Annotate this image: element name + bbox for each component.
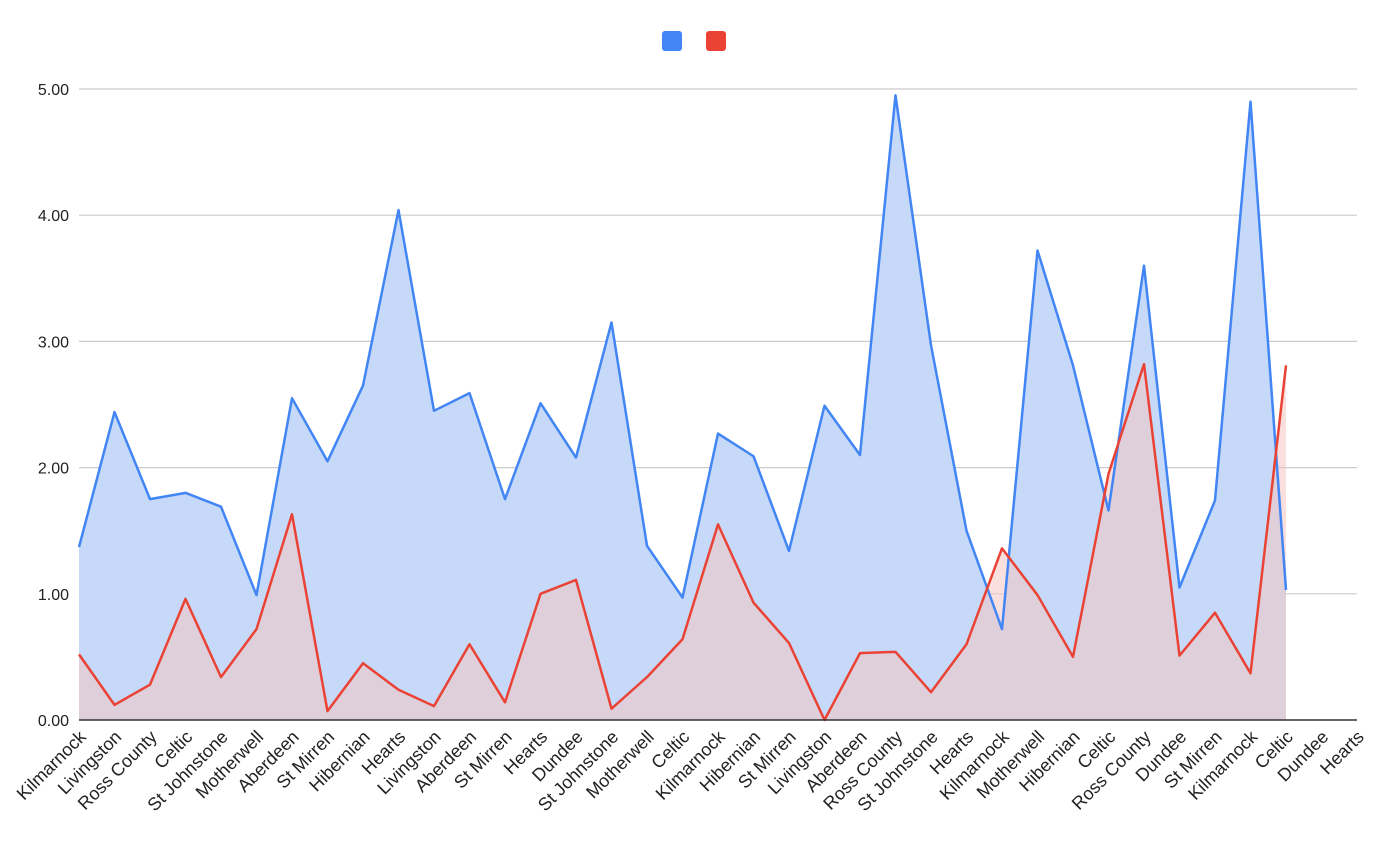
- y-tick-label: 0.00: [38, 713, 69, 730]
- series-2-line: [77, 362, 1288, 722]
- series-1-area: [79, 95, 1286, 720]
- y-tick-label: 5.00: [38, 82, 69, 99]
- series-1-line: [77, 94, 1288, 631]
- y-tick-label: 2.00: [38, 461, 69, 478]
- series-lines: [77, 94, 1288, 722]
- y-tick-label: 4.00: [38, 208, 69, 225]
- legend-swatch-series-2: [706, 31, 726, 51]
- legend: [662, 31, 726, 51]
- y-tick-label: 3.00: [38, 334, 69, 351]
- y-axis: 0.00 1.00 2.00 3.00 4.00 5.00: [38, 82, 69, 730]
- y-tick-label: 1.00: [38, 587, 69, 604]
- series-areas: [79, 95, 1286, 720]
- legend-swatch-series-1: [662, 31, 682, 51]
- series-2-area: [79, 364, 1286, 720]
